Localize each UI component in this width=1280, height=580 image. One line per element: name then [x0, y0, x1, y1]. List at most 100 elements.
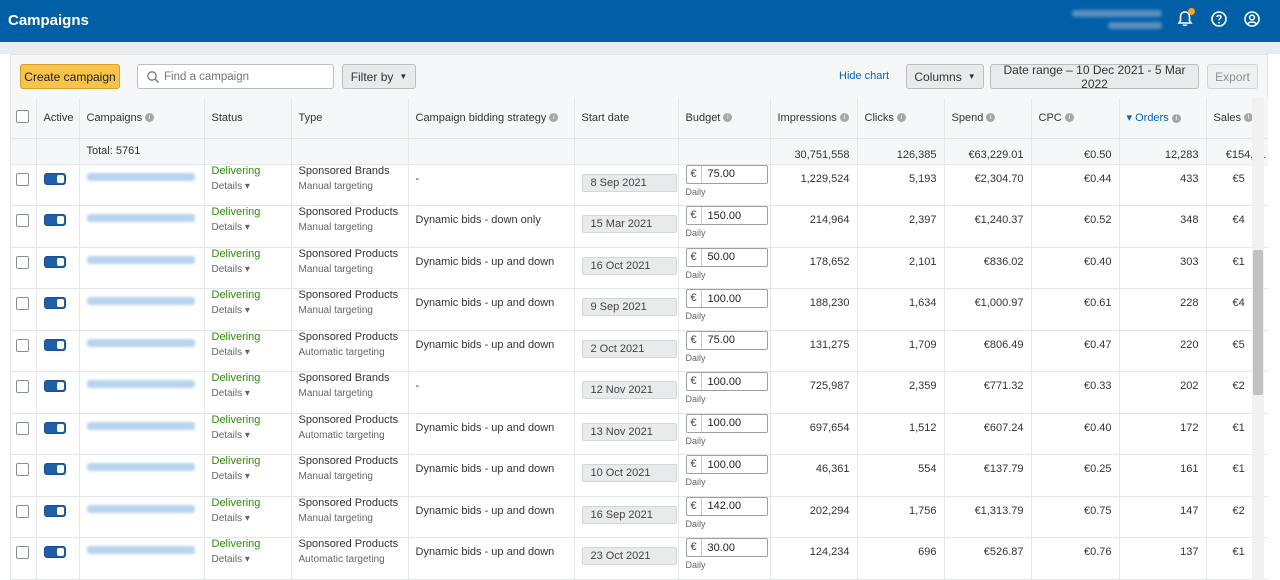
info-icon[interactable]: i [145, 113, 155, 123]
info-icon[interactable]: i [1064, 113, 1074, 123]
info-icon[interactable]: i [839, 113, 849, 123]
details-dropdown[interactable]: Details ▾ [212, 264, 284, 275]
budget-input[interactable]: €100.00 [685, 372, 768, 391]
page-title: Campaigns [8, 12, 89, 29]
col-orders[interactable]: ▾ Orders i [1119, 98, 1207, 139]
table-row[interactable]: Delivering Details ▾ Sponsored Products Au… [11, 537, 1268, 580]
help-icon[interactable] [1210, 10, 1228, 28]
active-toggle[interactable] [43, 463, 66, 475]
row-checkbox[interactable] [16, 297, 29, 310]
budget-input[interactable]: €142.00 [685, 496, 768, 516]
col-status[interactable]: Status [204, 98, 292, 139]
col-strategy[interactable]: Campaign bidding strategy i [408, 98, 575, 139]
campaign-name-link[interactable] [86, 172, 195, 181]
vertical-scrollbar-thumb[interactable] [1253, 250, 1263, 395]
budget-input[interactable]: €100.00 [685, 455, 768, 474]
user-profile-icon[interactable] [1243, 10, 1261, 28]
col-cpc[interactable]: CPC i [1031, 98, 1120, 139]
notifications-icon[interactable] [1176, 8, 1195, 28]
col-campaigns[interactable]: Campaigns i [79, 98, 205, 139]
table-row[interactable]: Delivering Details ▾ Sponsored Products Ma… [11, 247, 1268, 289]
col-start-date[interactable]: Start date [574, 98, 679, 139]
col-budget[interactable]: Budget i [678, 98, 771, 139]
details-dropdown[interactable]: Details ▾ [212, 305, 284, 316]
details-dropdown[interactable]: Details ▾ [212, 513, 284, 524]
col-impressions[interactable]: Impressions i [770, 98, 858, 139]
row-checkbox[interactable] [16, 255, 29, 269]
active-toggle[interactable] [43, 214, 66, 226]
active-toggle[interactable] [43, 380, 66, 392]
info-icon[interactable]: i [549, 113, 559, 123]
details-dropdown[interactable]: Details ▾ [212, 554, 284, 565]
active-toggle[interactable] [43, 504, 66, 517]
row-checkbox[interactable] [16, 380, 29, 393]
row-checkbox[interactable] [16, 338, 29, 352]
budget-input[interactable]: €100.00 [685, 289, 768, 308]
col-cpc-label: CPC [1038, 111, 1062, 124]
active-cell [36, 288, 80, 331]
columns-button[interactable]: Columns ▼ [906, 64, 984, 89]
table-row[interactable]: Delivering Details ▾ Sponsored Products Ma… [11, 288, 1268, 331]
filter-by-button[interactable]: Filter by ▼ [342, 64, 416, 89]
campaign-name-link[interactable] [86, 214, 195, 222]
info-icon[interactable]: i [1244, 113, 1254, 123]
row-checkbox[interactable] [16, 463, 29, 476]
details-label: Details [211, 346, 243, 358]
details-dropdown[interactable]: Details ▾ [212, 222, 284, 233]
export-button[interactable]: Export [1207, 64, 1258, 89]
info-icon[interactable]: i [896, 113, 906, 123]
budget-input[interactable]: €30.00 [685, 538, 768, 557]
details-dropdown[interactable]: Details ▾ [212, 388, 284, 399]
campaign-name-link[interactable] [86, 380, 195, 388]
details-dropdown[interactable]: Details ▾ [212, 347, 284, 358]
table-row[interactable]: Delivering Details ▾ Sponsored Brands Manu… [11, 371, 1268, 414]
account-switcher[interactable] [1072, 5, 1162, 35]
campaign-name-link[interactable] [86, 338, 195, 347]
active-toggle[interactable] [43, 297, 66, 309]
active-toggle[interactable] [43, 172, 66, 185]
table-row[interactable]: Delivering Details ▾ Sponsored Products Ma… [11, 205, 1268, 248]
search-input[interactable] [164, 68, 324, 86]
info-icon[interactable]: i [723, 113, 733, 123]
campaign-name-link[interactable] [86, 255, 195, 264]
row-checkbox[interactable] [16, 504, 29, 518]
campaign-search[interactable] [137, 64, 334, 89]
col-spend[interactable]: Spend i [944, 98, 1032, 139]
active-toggle[interactable] [43, 546, 66, 558]
row-checkbox[interactable] [16, 172, 29, 186]
campaign-name-link[interactable] [86, 463, 195, 471]
campaign-name-link[interactable] [86, 421, 195, 430]
active-toggle[interactable] [43, 255, 66, 268]
col-type[interactable]: Type [291, 98, 409, 139]
budget-input[interactable]: €75.00 [685, 330, 768, 350]
date-range-button[interactable]: Date range – 10 Dec 2021 - 5 Mar 2022 [990, 63, 1199, 91]
info-icon[interactable]: i [1171, 113, 1181, 123]
top-bar: Campaigns [0, 0, 1280, 42]
col-clicks[interactable]: Clicks i [857, 98, 945, 139]
active-toggle[interactable] [43, 338, 66, 351]
campaign-name-link[interactable] [86, 546, 195, 554]
currency-symbol: € [687, 497, 702, 515]
info-icon[interactable]: i [986, 113, 996, 123]
table-row[interactable]: Delivering Details ▾ Sponsored Products Au… [11, 413, 1268, 455]
table-row[interactable]: Delivering Details ▾ Sponsored Products Au… [11, 330, 1268, 372]
budget-input[interactable]: €100.00 [685, 413, 768, 433]
select-all-checkbox[interactable] [16, 109, 29, 123]
campaign-name-link[interactable] [86, 504, 195, 513]
details-dropdown[interactable]: Details ▾ [212, 430, 284, 441]
row-checkbox[interactable] [16, 546, 29, 559]
details-dropdown[interactable]: Details ▾ [212, 181, 284, 192]
table-row[interactable]: Delivering Details ▾ Sponsored Products Ma… [11, 454, 1268, 497]
row-checkbox[interactable] [16, 421, 29, 435]
row-checkbox[interactable] [16, 214, 29, 227]
table-row[interactable]: Delivering Details ▾ Sponsored Brands Manu… [11, 164, 1268, 206]
budget-input[interactable]: €75.00 [685, 164, 768, 184]
budget-input[interactable]: €50.00 [685, 247, 768, 267]
hide-chart-link[interactable]: Hide chart [839, 70, 890, 82]
table-row[interactable]: Delivering Details ▾ Sponsored Products Ma… [11, 496, 1268, 538]
campaign-name-link[interactable] [86, 297, 195, 305]
create-campaign-button[interactable]: Create campaign [20, 64, 120, 89]
details-dropdown[interactable]: Details ▾ [212, 471, 284, 482]
active-toggle[interactable] [43, 421, 66, 434]
budget-input[interactable]: €150.00 [685, 206, 768, 225]
